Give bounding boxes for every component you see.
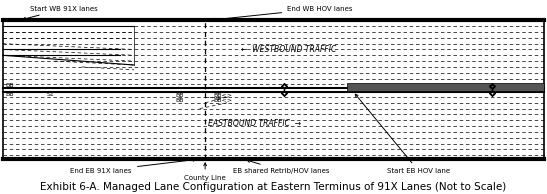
Text: BB: BB <box>5 83 14 88</box>
Text: BB: BB <box>175 93 184 98</box>
Text: Start WB 91X lanes: Start WB 91X lanes <box>23 6 98 20</box>
Text: Start EB HOV lane: Start EB HOV lane <box>355 94 450 174</box>
Text: S1: S1 <box>46 92 54 97</box>
Text: ←  WESTBOUND TRAFFIC: ← WESTBOUND TRAFFIC <box>241 45 336 54</box>
Text: EB shared Retrib/HOV lanes: EB shared Retrib/HOV lanes <box>234 160 330 174</box>
Text: BB<>: BB<> <box>213 93 232 98</box>
Text: EASTBOUND TRAFFIC  →: EASTBOUND TRAFFIC → <box>208 119 301 128</box>
Bar <box>347 83 544 91</box>
Text: BB: BB <box>5 92 14 97</box>
Text: County Line: County Line <box>184 163 226 181</box>
Text: Exhibit 6-A. Managed Lane Configuration at Eastern Terminus of 91X Lanes (Not to: Exhibit 6-A. Managed Lane Configuration … <box>40 182 507 192</box>
Text: End EB 91X lanes: End EB 91X lanes <box>71 158 196 174</box>
Text: End WB HOV lanes: End WB HOV lanes <box>212 6 353 21</box>
Text: BB<>: BB<> <box>213 98 232 103</box>
Text: BB: BB <box>175 98 184 103</box>
Bar <box>3 20 544 159</box>
